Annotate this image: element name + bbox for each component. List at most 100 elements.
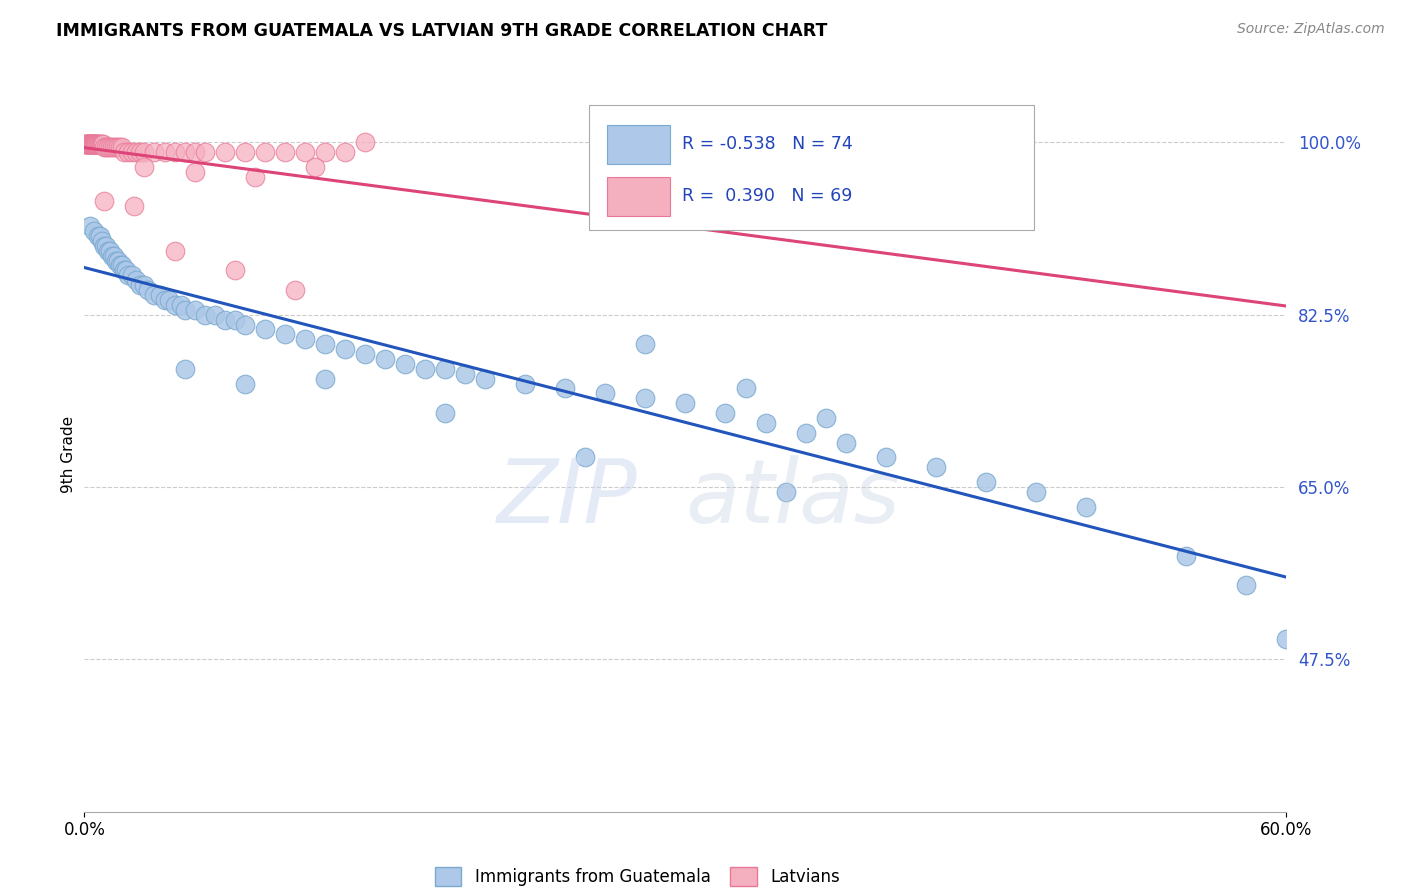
Point xyxy=(173,361,195,376)
Point xyxy=(314,337,336,351)
Point xyxy=(314,371,336,385)
Point xyxy=(107,140,129,154)
Point xyxy=(233,376,256,391)
Point xyxy=(194,145,217,160)
Point xyxy=(1025,484,1047,499)
Point xyxy=(163,244,186,258)
Point xyxy=(595,386,617,401)
Point xyxy=(77,137,100,152)
Point xyxy=(105,140,128,154)
Point xyxy=(93,194,115,209)
Point xyxy=(214,312,236,326)
Point xyxy=(149,288,172,302)
Text: IMMIGRANTS FROM GUATEMALA VS LATVIAN 9TH GRADE CORRELATION CHART: IMMIGRANTS FROM GUATEMALA VS LATVIAN 9TH… xyxy=(56,22,828,40)
Point xyxy=(111,259,134,273)
Point xyxy=(1175,549,1198,563)
Point xyxy=(554,382,576,396)
Point xyxy=(86,137,108,152)
Point xyxy=(121,145,143,160)
Point xyxy=(75,137,97,152)
Point xyxy=(333,342,356,356)
Point xyxy=(224,263,246,277)
Point xyxy=(93,137,115,152)
Point xyxy=(1076,500,1098,514)
Point xyxy=(253,322,276,336)
Point xyxy=(80,137,103,152)
Point xyxy=(82,137,104,152)
Point xyxy=(294,332,316,346)
Point xyxy=(274,145,297,160)
Point xyxy=(875,450,897,465)
Point xyxy=(194,308,217,322)
Point xyxy=(97,244,120,258)
Point xyxy=(80,137,103,152)
Point xyxy=(103,140,125,154)
Point xyxy=(183,165,205,179)
Y-axis label: 9th Grade: 9th Grade xyxy=(60,417,76,493)
Text: Source: ZipAtlas.com: Source: ZipAtlas.com xyxy=(1237,22,1385,37)
Point xyxy=(83,137,105,152)
Point xyxy=(75,137,97,152)
Point xyxy=(143,288,166,302)
Point xyxy=(204,308,226,322)
Point xyxy=(114,145,135,160)
Point xyxy=(314,145,336,160)
Point xyxy=(173,145,195,160)
Point xyxy=(153,293,176,307)
Point xyxy=(634,392,657,406)
Point xyxy=(79,137,101,152)
Point xyxy=(163,298,186,312)
Point xyxy=(153,145,176,160)
Point xyxy=(434,361,457,376)
Point xyxy=(111,140,134,154)
Point xyxy=(224,312,246,326)
Point xyxy=(143,145,166,160)
Point xyxy=(333,145,356,160)
Point xyxy=(233,318,256,332)
Point xyxy=(434,406,457,420)
Point xyxy=(974,475,997,489)
Point xyxy=(755,416,778,430)
Point xyxy=(515,376,537,391)
Point xyxy=(87,137,110,152)
Point xyxy=(79,137,101,152)
Point xyxy=(354,347,377,361)
Point xyxy=(354,136,377,150)
Point xyxy=(925,460,948,475)
Point xyxy=(394,357,416,371)
Point xyxy=(121,268,143,283)
Point xyxy=(100,244,122,258)
Point xyxy=(134,160,156,174)
Point xyxy=(794,425,817,440)
Point xyxy=(173,302,195,317)
Point xyxy=(574,450,596,465)
Point xyxy=(675,396,697,410)
Point xyxy=(103,249,125,263)
Point xyxy=(124,199,146,213)
Point xyxy=(97,140,120,154)
Point xyxy=(79,137,101,152)
Point xyxy=(775,484,797,499)
Point xyxy=(129,145,152,160)
Point xyxy=(114,263,135,277)
Point xyxy=(82,137,104,152)
Point xyxy=(84,137,107,152)
Point xyxy=(413,361,436,376)
Point xyxy=(183,145,205,160)
Point xyxy=(474,371,496,385)
Point xyxy=(157,293,180,307)
Point xyxy=(107,253,129,268)
Point xyxy=(304,160,326,174)
Point xyxy=(77,137,100,152)
Point xyxy=(1275,632,1298,647)
Point xyxy=(82,137,104,152)
FancyBboxPatch shape xyxy=(607,178,669,216)
Point xyxy=(91,234,114,248)
Point xyxy=(89,137,111,152)
Point xyxy=(101,140,124,154)
Point xyxy=(169,298,191,312)
Point xyxy=(243,169,266,184)
Point xyxy=(117,145,139,160)
Point xyxy=(454,367,477,381)
Point xyxy=(83,137,105,152)
